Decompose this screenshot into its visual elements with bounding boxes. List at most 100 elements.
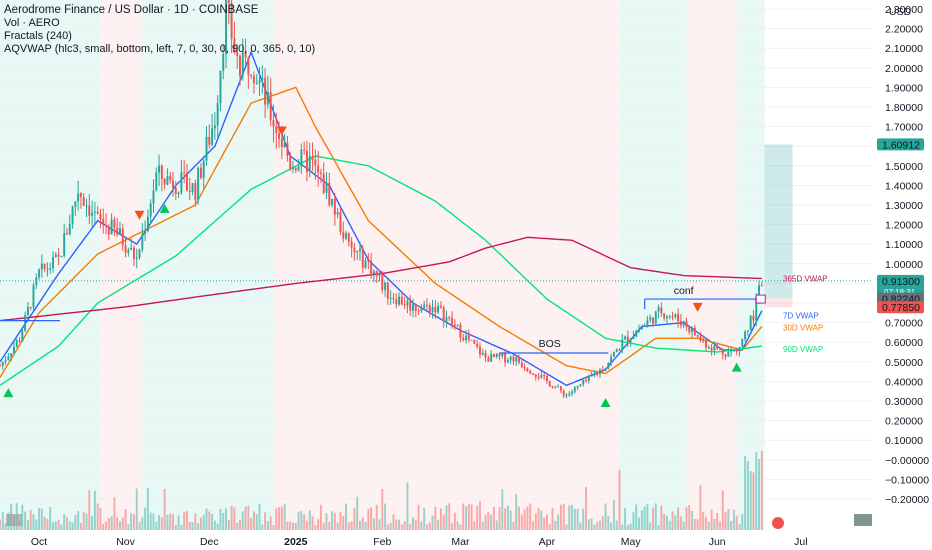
volume-bar [431,515,434,530]
candle-body [74,201,77,207]
trend-band [273,0,620,530]
volume-bar [434,506,437,530]
candle-body [601,369,604,371]
volume-bar [526,506,529,530]
candle-body [102,219,105,226]
candle-body [88,205,91,216]
candle-body [473,340,476,344]
volume-bar [146,488,149,530]
volume-bar [459,524,462,530]
volume-bar [705,516,707,530]
volume-indicator-label[interactable]: Vol · AERO [4,17,60,29]
candle-body [319,172,322,174]
candle-body [208,136,211,145]
volume-bar [261,524,264,530]
candle-body [420,308,423,312]
volume-bar [398,519,401,530]
volume-bar [663,513,666,530]
candle-body [297,166,300,171]
volume-bar [498,507,501,530]
candle-body [26,307,29,315]
candle-body [417,310,420,312]
volume-bar [294,522,297,530]
candle-body [590,375,593,377]
volume-bar [124,509,127,530]
volume-bar [264,512,267,530]
volume-bar [551,508,554,530]
candle-body [294,167,297,171]
candle-body [191,183,194,193]
candle-body [459,324,462,338]
candle-body [699,335,702,341]
volume-bar [300,511,303,530]
scroll-left-button [6,514,22,526]
volume-bar [96,503,99,530]
time-axis[interactable]: Oct Nov Dec 2025 Feb Mar Apr May Jun Jul [0,514,872,550]
volume-bar [52,522,54,530]
volume-bar [727,509,730,530]
grid [0,8,872,500]
trend-band [142,0,274,530]
candle-body [691,327,694,333]
candle-body [707,347,710,349]
symbol-title[interactable]: Aerodrome Finance / US Dollar · 1D · COI… [4,4,259,16]
candle-body [621,339,624,350]
volume-bar [35,519,38,530]
volume-bar [85,513,88,530]
candle-body [197,167,200,201]
volume-bar [512,522,515,530]
candle-body [107,226,110,235]
volume-bar [518,506,521,530]
candle-body [400,296,403,305]
y-tick-label: 0.60000 [885,337,923,349]
candle-body [724,354,727,357]
vwap-label: 30D VWAP [783,324,823,333]
volume-bar [46,518,49,530]
candle-body [141,234,144,250]
volume-bar [758,459,761,530]
volume-bar [744,456,747,530]
y-tick-label: 1.10000 [885,239,923,251]
volume-bar [713,518,716,530]
volume-bar [54,521,57,530]
volume-bar [219,509,222,530]
fractals-indicator-label[interactable]: Fractals (240) [4,30,72,42]
candle-body [127,249,130,253]
volume-bar [319,504,322,530]
volume-bar [297,511,300,530]
volume-bar [68,521,71,530]
volume-bar [247,505,250,530]
volume-bar [548,523,551,530]
candle-body [752,315,755,321]
volume-bar [618,469,621,530]
fractal-down-icon [134,210,145,220]
volume-bar [82,511,85,530]
candle-body [4,359,7,362]
candle-body [18,340,21,342]
candle-body [40,263,43,270]
volume-bar [236,522,239,530]
volume-bar [158,515,161,530]
vwap-indicator-label[interactable]: AQVWAP (hlc3, small, bottom, left, 7, 0,… [4,43,316,55]
candle-body [283,142,286,148]
candle-body [409,300,412,311]
volume-bar [484,514,487,530]
candle-body [453,324,456,326]
candle-body [755,297,758,321]
candle-body [749,315,752,331]
candle-body [476,343,479,347]
candle-body [381,275,384,290]
volume-bar [389,522,392,530]
candle-body [431,307,434,312]
volume-bar [65,517,68,530]
volume-bar [93,490,96,530]
volume-bar [57,519,60,530]
volume-bar [386,524,389,530]
volume-bar [132,514,135,530]
candle-body [593,373,596,376]
volume-bar [540,510,543,530]
candle-body [292,167,294,169]
volume-bar [559,504,562,530]
